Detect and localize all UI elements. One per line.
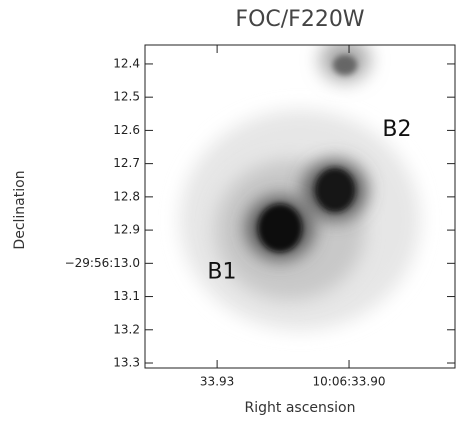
chart-title: FOC/F220W xyxy=(235,7,364,32)
y-tick-label: 12.9 xyxy=(113,223,140,237)
x-axis-label: Right ascension xyxy=(245,400,356,416)
y-tick-label: 12.4 xyxy=(113,56,140,70)
y-tick-label: 12.6 xyxy=(113,123,140,137)
annotation: B2 xyxy=(382,117,411,142)
y-tick-label: 13.1 xyxy=(113,289,140,303)
y-tick-label: 12.8 xyxy=(113,189,140,203)
y-axis-label: Declination xyxy=(12,170,28,249)
plot-frame xyxy=(144,44,456,369)
y-tick-label: 12.7 xyxy=(113,156,140,170)
image xyxy=(145,45,455,368)
y-tick-label: 12.5 xyxy=(113,90,140,104)
y-tick-label: 13.3 xyxy=(113,356,140,370)
y-tick-label: −29:56:13.0 xyxy=(65,256,140,270)
annotation: B1 xyxy=(207,259,236,284)
y-tick-label: 13.2 xyxy=(113,322,140,336)
x-tick-label: 10:06:33.90 xyxy=(313,375,386,389)
x-tick-label: 33.93 xyxy=(200,375,234,389)
